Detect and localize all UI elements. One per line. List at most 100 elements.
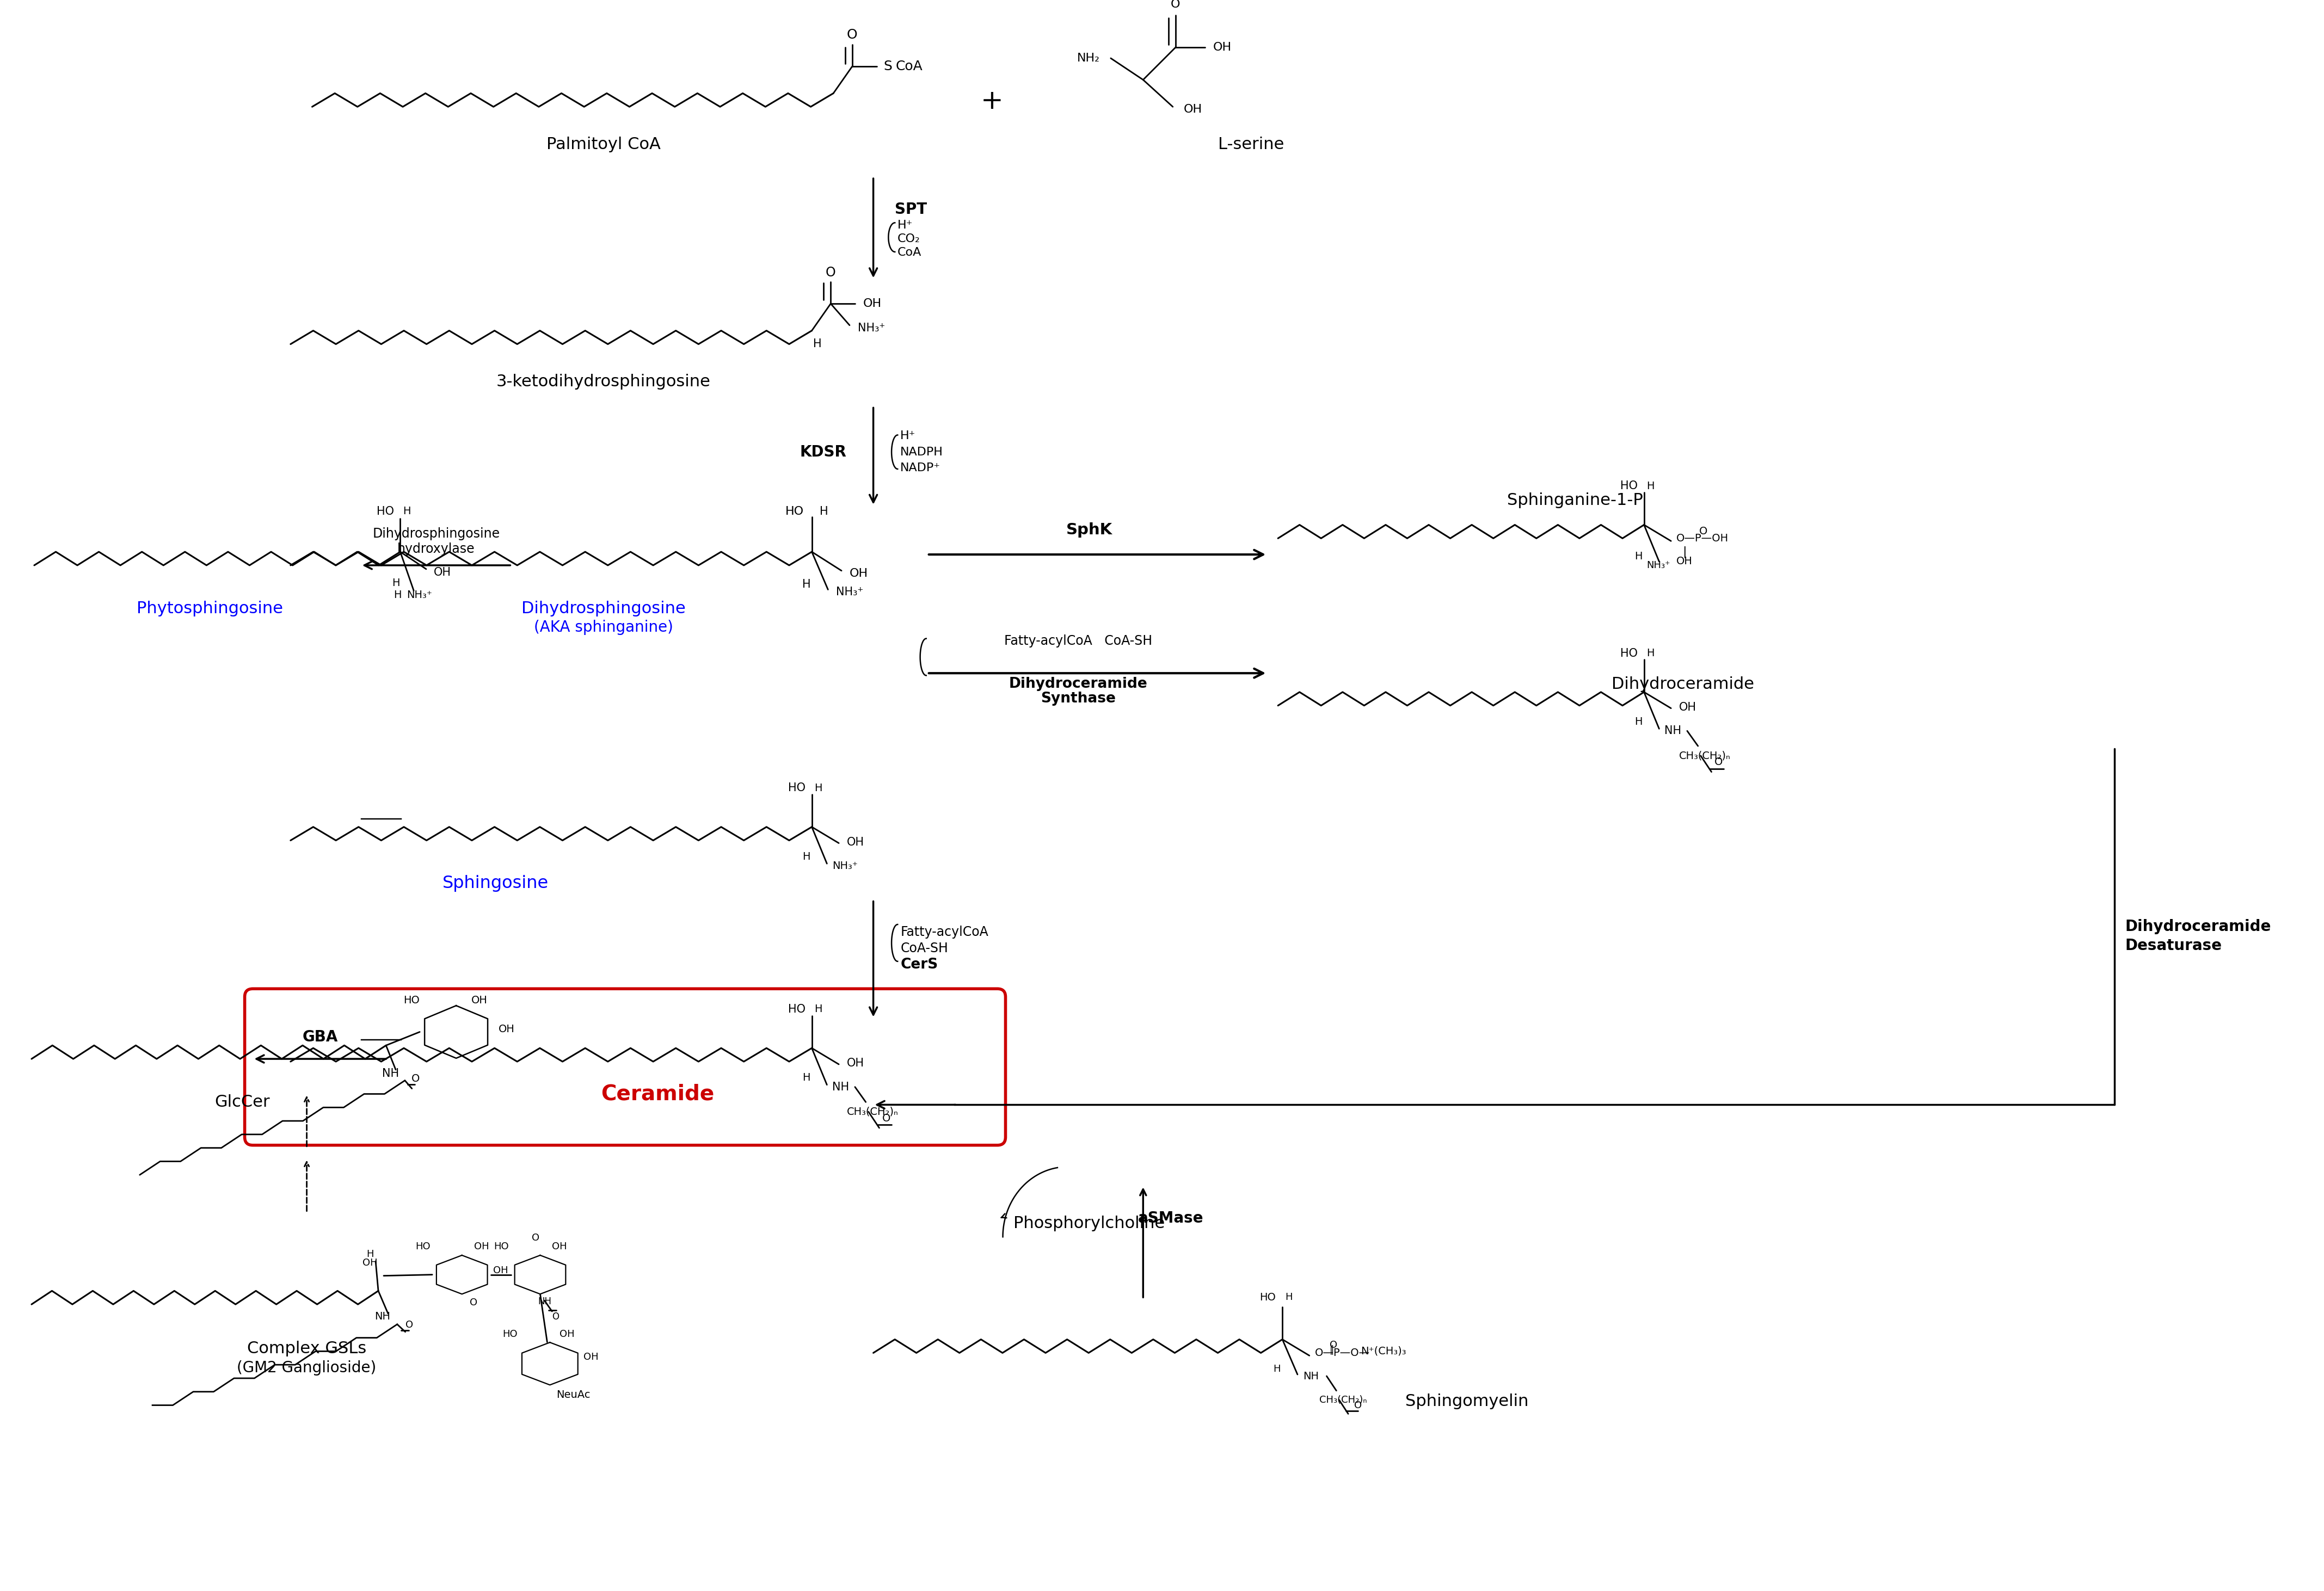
- Text: GlcCer: GlcCer: [214, 1095, 270, 1111]
- Text: OH: OH: [846, 1058, 865, 1069]
- Text: HO: HO: [416, 1241, 430, 1252]
- Text: Sphingomyelin: Sphingomyelin: [1406, 1394, 1529, 1410]
- Text: CerS: CerS: [899, 958, 939, 972]
- Text: O: O: [1699, 527, 1708, 536]
- Text: H⁺: H⁺: [899, 431, 916, 441]
- Text: OH: OH: [583, 1352, 597, 1362]
- Text: OH: OH: [363, 1258, 379, 1268]
- Text: H: H: [1285, 1292, 1292, 1301]
- Text: HO: HO: [493, 1241, 509, 1252]
- Text: Dihydroceramide: Dihydroceramide: [1611, 676, 1755, 692]
- Text: OH: OH: [435, 566, 451, 578]
- Text: HO: HO: [1260, 1292, 1276, 1303]
- Text: H: H: [402, 506, 411, 517]
- Text: Sphingosine: Sphingosine: [442, 875, 548, 893]
- Text: Phosphorylcholine: Phosphorylcholine: [1013, 1216, 1164, 1231]
- Text: Desaturase: Desaturase: [2124, 939, 2222, 953]
- Text: Dihydrosphingosine: Dihydrosphingosine: [521, 600, 686, 616]
- Text: |: |: [1683, 546, 1687, 558]
- Text: H: H: [802, 579, 811, 590]
- Text: NH: NH: [832, 1082, 848, 1093]
- Text: NADPH: NADPH: [899, 447, 944, 458]
- Text: NH₃⁺: NH₃⁺: [1648, 560, 1671, 570]
- Text: O: O: [404, 1321, 414, 1330]
- Text: H: H: [393, 578, 400, 589]
- Text: O—P—O—: O—P—O—: [1315, 1348, 1369, 1359]
- Text: NH: NH: [374, 1311, 390, 1322]
- Text: +: +: [981, 89, 1004, 115]
- Text: Palmitoyl CoA: Palmitoyl CoA: [546, 137, 660, 153]
- Text: CH₃(CH₂)ₙ: CH₃(CH₂)ₙ: [846, 1107, 899, 1117]
- Text: O: O: [883, 1114, 890, 1123]
- Text: ‖: ‖: [1329, 1346, 1334, 1356]
- Text: OH: OH: [846, 837, 865, 848]
- Text: NH₃⁺: NH₃⁺: [832, 861, 858, 870]
- Text: S: S: [883, 60, 892, 73]
- Text: H: H: [367, 1249, 374, 1258]
- Text: CH₃(CH₂)ₙ: CH₃(CH₂)ₙ: [1320, 1395, 1367, 1405]
- Text: (GM2 Ganglioside): (GM2 Ganglioside): [237, 1360, 376, 1376]
- Text: H: H: [1645, 480, 1655, 492]
- Text: HO: HO: [1620, 480, 1638, 492]
- Text: OH: OH: [851, 568, 869, 579]
- Text: OH: OH: [1678, 702, 1697, 713]
- Text: (AKA sphinganine): (AKA sphinganine): [535, 620, 674, 635]
- Text: O: O: [532, 1233, 539, 1243]
- Text: O—P—OH: O—P—OH: [1676, 533, 1729, 544]
- Text: NH: NH: [381, 1068, 400, 1079]
- Text: Fatty-acylCoA: Fatty-acylCoA: [899, 926, 988, 939]
- Text: H⁺: H⁺: [897, 220, 913, 231]
- Text: Synthase: Synthase: [1041, 692, 1116, 706]
- Text: HO: HO: [788, 1004, 806, 1015]
- Text: N⁺(CH₃)₃: N⁺(CH₃)₃: [1360, 1346, 1406, 1357]
- Text: OH: OH: [474, 1241, 488, 1252]
- Text: Dihydroceramide: Dihydroceramide: [2124, 920, 2271, 934]
- Text: CO₂: CO₂: [897, 234, 920, 245]
- Text: O: O: [469, 1298, 479, 1308]
- Text: Dihydrosphingosine: Dihydrosphingosine: [372, 528, 500, 541]
- Text: H: H: [813, 783, 823, 794]
- Text: HO: HO: [786, 506, 804, 517]
- Text: NH: NH: [1304, 1371, 1318, 1381]
- Text: Sphinganine-1-P: Sphinganine-1-P: [1506, 493, 1643, 509]
- Text: CH₃(CH₂)ₙ: CH₃(CH₂)ₙ: [1678, 751, 1731, 760]
- Text: OH: OH: [553, 1241, 567, 1252]
- Text: OH: OH: [862, 298, 881, 309]
- Text: OH: OH: [1183, 103, 1202, 115]
- Text: H: H: [813, 1004, 823, 1015]
- Text: O: O: [846, 29, 858, 41]
- Text: H: H: [1645, 648, 1655, 659]
- Text: Fatty-acylCoA   CoA-SH: Fatty-acylCoA CoA-SH: [1004, 635, 1153, 648]
- Text: H: H: [1634, 716, 1643, 727]
- Text: Phytosphingosine: Phytosphingosine: [137, 600, 284, 616]
- Text: H: H: [820, 506, 827, 517]
- Text: L-serine: L-serine: [1218, 137, 1285, 153]
- Text: OH: OH: [1676, 557, 1692, 566]
- Text: NH₃⁺: NH₃⁺: [407, 590, 432, 600]
- Text: OH: OH: [472, 996, 488, 1006]
- Text: NH: NH: [537, 1297, 551, 1306]
- Text: 3-ketodihydrosphingosine: 3-ketodihydrosphingosine: [497, 374, 711, 390]
- Text: SPT: SPT: [895, 202, 927, 216]
- Text: H: H: [813, 339, 820, 350]
- Text: H: H: [393, 590, 402, 600]
- Text: H: H: [1634, 550, 1643, 562]
- Text: SphK: SphK: [1067, 522, 1113, 538]
- Text: Dihydroceramide: Dihydroceramide: [1009, 676, 1148, 690]
- Text: H: H: [1274, 1363, 1281, 1375]
- Text: HO: HO: [376, 506, 393, 517]
- Text: CoA: CoA: [897, 247, 923, 258]
- Text: KDSR: KDSR: [799, 444, 846, 460]
- Text: O: O: [825, 266, 837, 278]
- Text: O: O: [1171, 0, 1181, 10]
- Text: HO: HO: [402, 996, 418, 1006]
- Text: HO: HO: [1620, 648, 1638, 659]
- Text: OH: OH: [1213, 41, 1232, 53]
- Text: Complex GSLs: Complex GSLs: [246, 1341, 367, 1357]
- Text: O: O: [1715, 757, 1722, 767]
- Text: CoA: CoA: [895, 60, 923, 73]
- Text: NH₃⁺: NH₃⁺: [837, 587, 865, 598]
- Text: H: H: [802, 1072, 811, 1083]
- Text: O: O: [1329, 1340, 1339, 1349]
- Text: OH: OH: [560, 1328, 574, 1340]
